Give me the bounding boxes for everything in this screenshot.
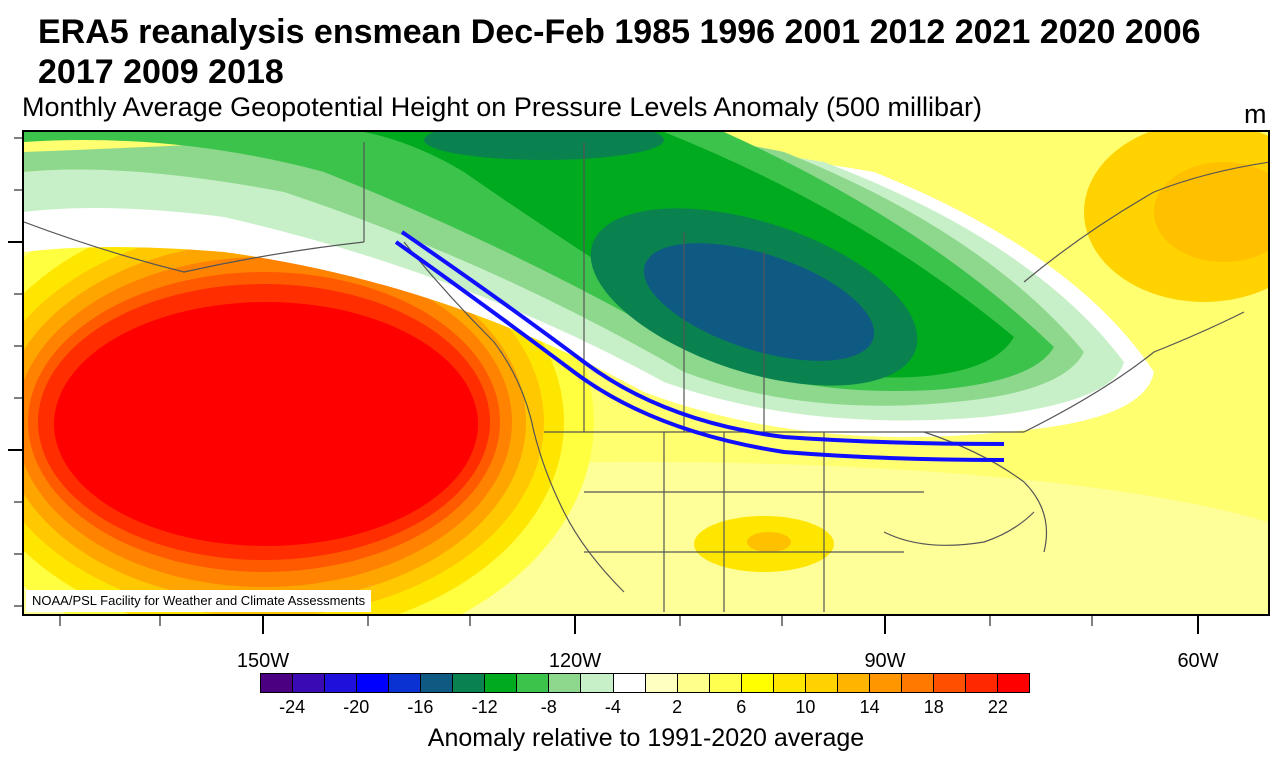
colorbar-swatch [837,674,870,692]
colorbar-swatch [389,674,422,692]
colorbar-swatch [645,674,678,692]
colorbar-swatch [933,674,967,692]
colorbar-tick-label: 14 [859,697,880,717]
lon-label-90w: 90W [864,650,906,672]
colorbar-swatch [966,674,999,692]
colorbar-swatch [549,674,582,692]
colorbar-tick-label: 2 [672,697,683,717]
colorbar-swatch [869,674,902,692]
colorbar-tick-label: 10 [795,697,816,717]
map-subtitle: Monthly Average Geopotential Height on P… [22,92,983,122]
anomaly-map: NOAA/PSL Facility for Weather and Climat… [22,130,1270,616]
colorbar-tick-label: -8 [540,697,557,717]
colorbar-tick-label: -24 [279,697,306,717]
anomaly-northeast-high-core [1154,162,1268,262]
colorbar-swatch [581,674,614,692]
ridge-anomaly [24,182,594,614]
colorbar-swatch [517,674,550,692]
jet-stream-lines [394,230,1005,462]
colorbar-swatch [485,674,518,692]
map-title: ERA5 reanalysis ensmean Dec-Feb 1985 199… [38,13,1201,91]
colorbar-swatch [773,674,806,692]
lon-label-60w: 60W [1177,650,1219,672]
colorbar-swatch [421,674,454,692]
colorbar-caption: Anomaly relative to 1991-2020 average [427,724,865,752]
colorbar-tick-label: 18 [923,697,944,717]
colorbar-swatch [741,674,774,692]
colorbar-swatch [453,674,486,692]
colorbar-swatch [261,674,294,692]
colorbar-swatch [998,674,1030,692]
colorbar-tick-label: -20 [343,697,370,717]
colorbar-tick-label: 22 [987,697,1008,717]
anomaly-texas-high-core [747,532,791,552]
trough-anomaly [24,132,1154,438]
lon-label-120w: 120W [548,650,602,672]
jet-line-upper [400,230,1005,446]
colorbar-tick-label: -4 [604,697,621,717]
colorbar-swatch [677,674,710,692]
jet-line-lower [394,240,1005,462]
lon-label-150w: 150W [236,650,290,672]
credit-label: NOAA/PSL Facility for Weather and Climat… [26,590,372,612]
colorbar-tick-label: -16 [407,697,434,717]
colorbar-swatch [357,674,390,692]
units-label: m [1244,99,1267,129]
colorbar-swatch [901,674,934,692]
map-svg [24,132,1268,614]
colorbar-swatch [613,674,646,692]
colorbar-swatch [709,674,742,692]
map-boundaries [24,142,1268,612]
colorbar-swatch [325,674,358,692]
colorbar-tick-label: -12 [471,697,498,717]
colorbar [260,673,1030,693]
colorbar-tick-label: 6 [736,697,747,717]
colorbar-swatch [805,674,838,692]
colorbar-swatch [293,674,326,692]
